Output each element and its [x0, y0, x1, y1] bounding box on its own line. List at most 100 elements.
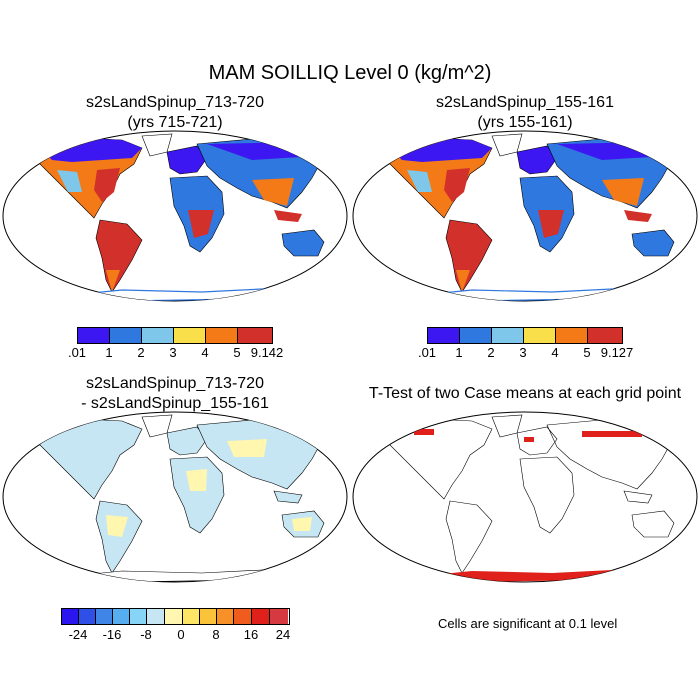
panel-b-title-line2: (yrs 155-161) — [477, 114, 573, 131]
colorbar-c-label: 24 — [275, 627, 291, 642]
colorbar-a-swatch-1 — [110, 328, 142, 343]
colorbar-b-label: .01 — [417, 345, 437, 360]
se-asia — [273, 490, 303, 504]
australia — [631, 229, 675, 257]
globe-outline — [352, 411, 698, 583]
colorbar-a-label: 9.142 — [250, 345, 284, 360]
se-asia — [274, 210, 302, 222]
colorbar-b-swatch-4 — [556, 328, 588, 343]
panel-a-title: s2sLandSpinup_713-720 (yrs 715-721) — [0, 93, 350, 133]
colorbar-c-swatch-5 — [147, 609, 165, 624]
colorbar-c-label: -16 — [102, 627, 122, 642]
significant-cells-europe — [524, 437, 534, 442]
colorbar-c-swatch-2 — [96, 609, 113, 624]
europe — [166, 426, 208, 456]
map-panel-d — [352, 411, 698, 583]
ttest-note: Cells are significant at 0.1 level — [438, 616, 618, 631]
asia-south — [252, 178, 294, 206]
panel-b-title: s2sLandSpinup_155-161 (yrs 155-161) — [350, 93, 700, 133]
colorbar-c-swatch-10 — [234, 609, 252, 624]
se-asia — [624, 210, 652, 222]
diff-patch-sa — [106, 515, 128, 537]
colorbar-b-label: 9.127 — [600, 345, 634, 360]
australia — [631, 510, 675, 538]
colorbar-a-label: 5 — [233, 345, 241, 360]
panel-a-title-line2: (yrs 715-721) — [127, 114, 223, 131]
colorbar-b-swatch-0 — [428, 328, 460, 343]
colorbar-b-label: 2 — [487, 345, 495, 360]
colorbar-c-swatch-12 — [270, 609, 288, 624]
europe — [516, 145, 558, 175]
se-asia — [623, 490, 653, 504]
colorbar-panel-c — [61, 608, 290, 625]
panel-c-title-line2: - s2sLandSpinup_155-161 — [81, 395, 269, 412]
south-america-south — [456, 270, 470, 292]
colorbar-c-swatch-1 — [79, 609, 96, 624]
asia-south — [602, 178, 644, 206]
colorbar-b-labels: .01 1 2 3 4 5 9.127 — [418, 345, 633, 363]
map-panel-c — [2, 411, 348, 583]
colorbar-a-swatch-5 — [238, 328, 272, 343]
colorbar-a-swatch-3 — [174, 328, 206, 343]
map-panel-a — [2, 130, 348, 302]
north-america-west — [57, 170, 82, 192]
colorbar-c-label: 16 — [243, 627, 259, 642]
colorbar-c-swatch-0 — [62, 609, 79, 624]
panel-c-title: s2sLandSpinup_713-720 - s2sLandSpinup_15… — [0, 374, 350, 414]
colorbar-c-label: 0 — [177, 627, 185, 642]
north-america-east — [94, 168, 120, 202]
north-america-east — [444, 168, 470, 202]
colorbar-b-swatch-2 — [492, 328, 524, 343]
colorbar-b-label: 3 — [519, 345, 527, 360]
colorbar-c-swatch-8 — [200, 609, 217, 624]
colorbar-b-swatch-5 — [588, 328, 622, 343]
colorbar-c-swatch-7 — [183, 609, 200, 624]
colorbar-c-label: -24 — [68, 627, 88, 642]
colorbar-a-label: .01 — [67, 345, 87, 360]
colorbar-a-label: 2 — [137, 345, 145, 360]
south-america — [445, 500, 493, 574]
significant-cells-asia — [582, 431, 642, 437]
colorbar-a-swatch-2 — [142, 328, 174, 343]
africa — [169, 456, 225, 534]
africa — [519, 456, 575, 534]
north-america — [39, 418, 143, 500]
colorbar-a-swatch-4 — [206, 328, 238, 343]
north-america-west — [407, 170, 432, 192]
panel-d-title: T-Test of two Case means at each grid po… — [368, 385, 682, 402]
panel-a-title-line1: s2sLandSpinup_713-720 — [86, 94, 264, 111]
figure-title: MAM SOILLIQ Level 0 (kg/m^2) — [208, 62, 492, 84]
colorbar-b-label: 4 — [551, 345, 559, 360]
australia — [281, 229, 325, 257]
diff-patch-africa — [186, 469, 207, 491]
colorbar-a-label: 1 — [105, 345, 113, 360]
colorbar-a-labels: .01 1 2 3 4 5 9.142 — [68, 345, 283, 363]
colorbar-panel-a — [77, 327, 273, 344]
colorbar-a-swatch-0 — [78, 328, 110, 343]
map-panel-b — [352, 130, 698, 302]
colorbar-c-swatch-6 — [165, 609, 183, 624]
colorbar-c-swatch-11 — [252, 609, 270, 624]
colorbar-a-label: 4 — [201, 345, 209, 360]
south-america-south — [106, 270, 120, 292]
colorbar-c-label: -8 — [140, 627, 152, 642]
diff-patch-australia — [292, 517, 312, 531]
panel-c-title-line1: s2sLandSpinup_713-720 — [86, 375, 264, 392]
colorbar-c-swatch-4 — [130, 609, 147, 624]
colorbar-c-swatch-9 — [217, 609, 234, 624]
europe — [516, 426, 558, 456]
colorbar-b-swatch-3 — [524, 328, 556, 343]
colorbar-c-swatch-3 — [113, 609, 130, 624]
significant-cells-na — [414, 429, 434, 435]
africa-central — [538, 210, 564, 238]
diff-patch-asia — [227, 439, 267, 457]
colorbar-b-label: 1 — [455, 345, 463, 360]
africa-central — [188, 210, 214, 238]
europe — [166, 145, 208, 175]
colorbar-c-labels: -24 -16 -8 0 8 16 24 — [61, 627, 291, 645]
colorbar-panel-b — [427, 327, 623, 344]
colorbar-c-label: 8 — [212, 627, 220, 642]
colorbar-b-swatch-1 — [460, 328, 492, 343]
colorbar-b-label: 5 — [583, 345, 591, 360]
colorbar-a-label: 3 — [169, 345, 177, 360]
